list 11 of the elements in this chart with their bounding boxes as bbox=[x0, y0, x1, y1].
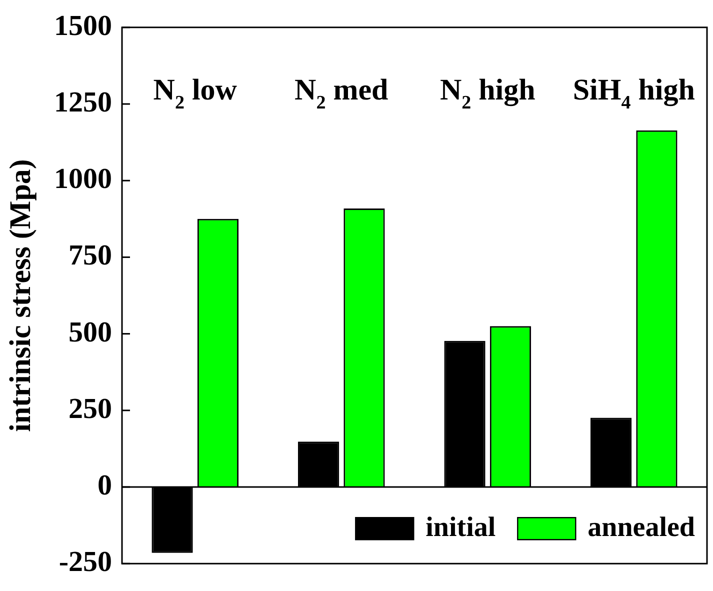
y-tick-label: 1000 bbox=[54, 163, 112, 196]
y-tick-label: 500 bbox=[68, 316, 112, 348]
y-tick-label: 1500 bbox=[54, 10, 112, 42]
legend-label: annealed bbox=[588, 512, 696, 543]
y-axis-title: intrinsic stress (Mpa) bbox=[4, 159, 37, 432]
y-tick-label: 750 bbox=[68, 240, 112, 272]
y-tick-label: 250 bbox=[68, 392, 112, 425]
legend-label: initial bbox=[426, 512, 496, 543]
y-tick-label: 0 bbox=[98, 469, 112, 502]
y-tick-label: -250 bbox=[58, 546, 112, 578]
y-tick-label: 1250 bbox=[54, 86, 112, 118]
